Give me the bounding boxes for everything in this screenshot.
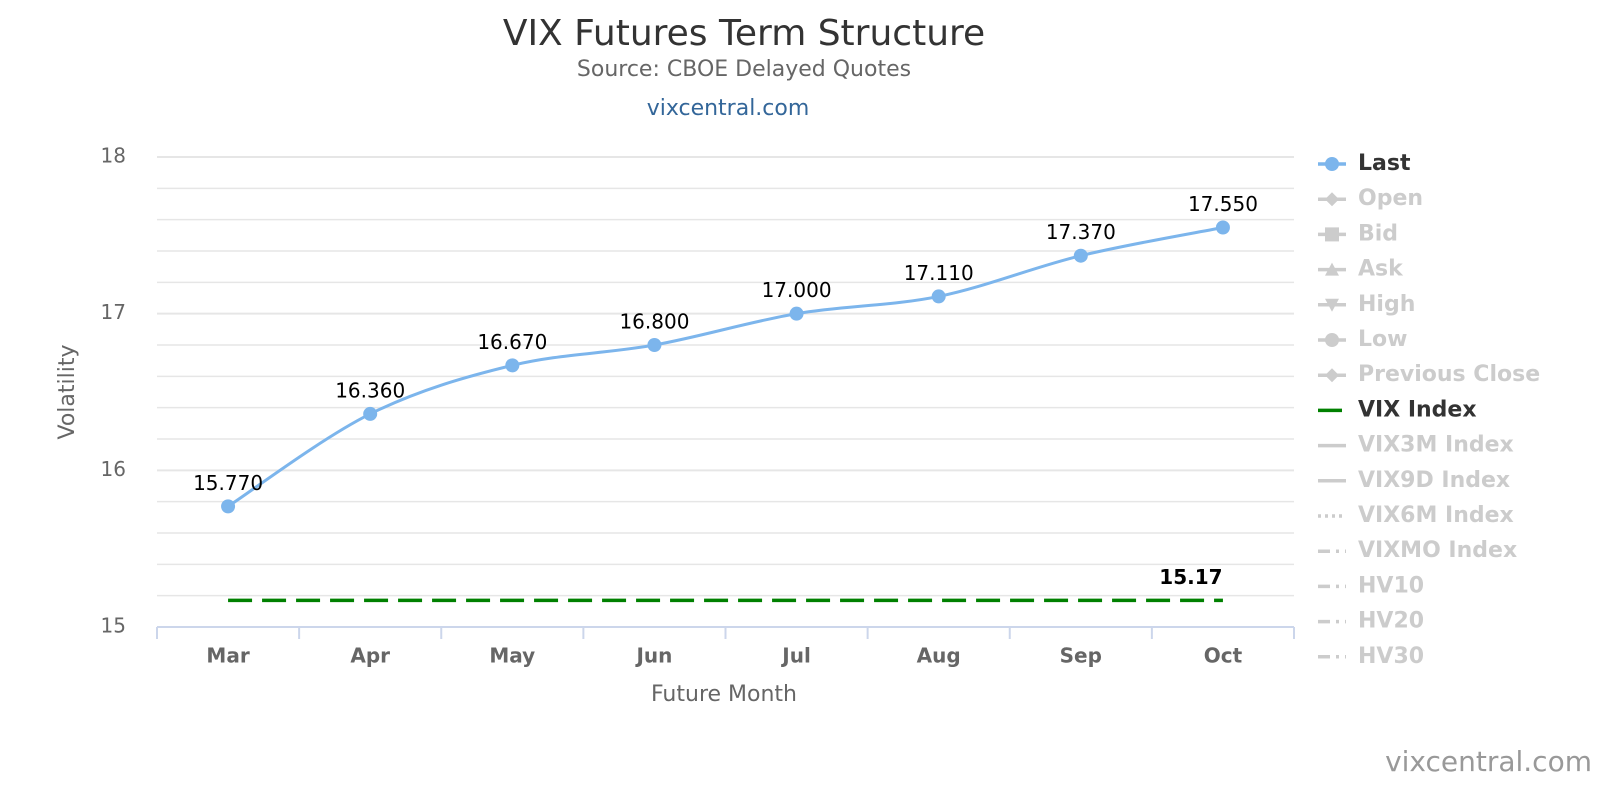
chart-title: VIX Futures Term Structure	[503, 13, 985, 54]
chart-subtitle: Source: CBOE Delayed Quotes	[577, 57, 911, 82]
data-label: 17.000	[762, 278, 832, 302]
x-axis-label: Future Month	[651, 682, 797, 707]
source-link[interactable]: vixcentral.com	[647, 96, 810, 121]
data-label: 17.550	[1188, 192, 1258, 216]
legend-label[interactable]: VIX3M Index	[1358, 433, 1514, 458]
data-label: 16.800	[619, 310, 689, 334]
legend-label[interactable]: Open	[1358, 186, 1423, 211]
y-tick-label: 15	[101, 614, 126, 638]
legend-label[interactable]: Previous Close	[1358, 362, 1540, 387]
legend-marker	[1325, 157, 1339, 171]
legend-label[interactable]: VIXMO Index	[1358, 538, 1517, 563]
data-point	[1073, 248, 1088, 263]
y-axis-label: Volatility	[55, 344, 80, 439]
data-point	[1215, 220, 1230, 235]
data-label: 16.670	[477, 330, 547, 354]
legend-label[interactable]: Last	[1358, 151, 1411, 176]
x-tick-label: May	[489, 644, 535, 668]
legend-label[interactable]: VIX Index	[1358, 397, 1477, 422]
legend-label[interactable]: VIX9D Index	[1358, 468, 1510, 493]
x-tick-label: Aug	[917, 644, 961, 668]
x-tick-label: Sep	[1060, 644, 1102, 668]
data-label: 15.770	[193, 471, 263, 495]
legend-marker	[1325, 262, 1339, 276]
legend-label[interactable]: High	[1358, 292, 1415, 317]
x-tick-label: Jun	[634, 644, 672, 668]
legend-marker	[1325, 368, 1339, 383]
legend-label[interactable]: Bid	[1358, 221, 1398, 246]
y-tick-label: 16	[101, 457, 126, 481]
legend-marker	[1325, 298, 1339, 312]
legend-label[interactable]: Ask	[1358, 257, 1404, 282]
x-tick-label: Apr	[350, 644, 390, 668]
credits: vixcentral.com	[1385, 745, 1592, 778]
x-tick-label: Mar	[206, 644, 249, 668]
y-tick-label: 17	[101, 300, 126, 324]
data-point	[363, 406, 378, 421]
legend-label[interactable]: VIX6M Index	[1358, 503, 1514, 528]
series-line	[227, 226, 1224, 508]
legend-marker	[1325, 227, 1339, 242]
y-tick-label: 18	[101, 144, 126, 168]
data-label: 17.110	[904, 261, 974, 285]
legend-label[interactable]: HV20	[1358, 609, 1424, 634]
legend-label[interactable]: Low	[1358, 327, 1407, 352]
data-point	[789, 306, 804, 321]
legend-marker	[1325, 192, 1339, 207]
data-point	[931, 289, 946, 304]
data-label: 15.17	[1159, 565, 1222, 589]
data-point	[221, 499, 236, 514]
data-point	[647, 338, 662, 352]
x-tick-label: Jul	[780, 644, 811, 668]
data-label: 16.360	[335, 378, 405, 402]
legend-marker	[1325, 333, 1339, 347]
x-tick-label: Oct	[1204, 644, 1243, 668]
legend-label[interactable]: HV30	[1358, 644, 1424, 669]
data-label: 17.370	[1046, 220, 1116, 244]
legend-label[interactable]: HV10	[1358, 573, 1424, 598]
data-point	[505, 358, 520, 373]
